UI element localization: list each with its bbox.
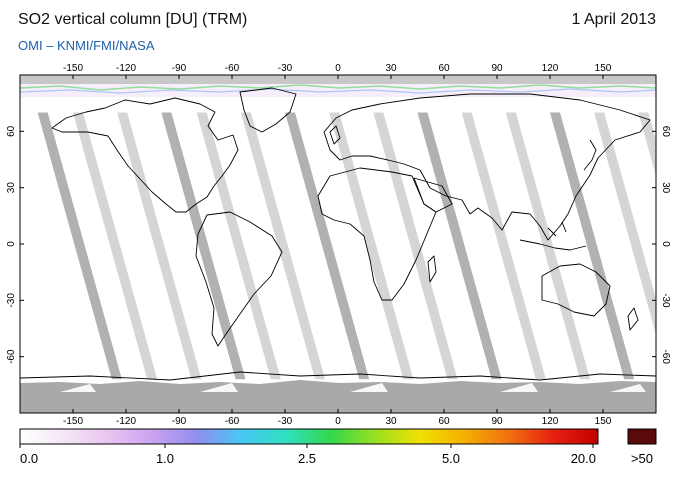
longitude-tick-label: -90 [172,63,187,74]
orbit-gap-stripe [461,112,546,380]
latitude-tick-label: 30 [660,182,671,194]
colorbar-label: 5.0 [442,451,460,466]
longitude-tick-label: -150 [63,416,83,427]
colorbar-gradient [19,428,599,445]
longitude-tick-label: 60 [438,63,450,74]
latitude-tick-label: -60 [6,349,17,364]
coastline-north-america [51,97,239,213]
longitude-tick-label: -90 [172,416,187,427]
coastline-indonesia [519,221,587,251]
longitude-tick-label: 150 [595,63,612,74]
coastline-madagascar [427,255,437,283]
latitude-tick-label: -60 [660,349,671,364]
longitude-tick-label: 90 [491,63,503,74]
latitude-tick-label: 0 [660,241,671,247]
longitude-tick-label: -30 [278,416,293,427]
orbit-gap-stripe [161,112,246,380]
arctic-nodata-strip [20,75,656,84]
coastline-new-zealand [627,307,639,331]
coastline-south-america [195,211,283,347]
colorbar-overflow-label: >50 [631,451,653,466]
latitude-tick-label: 0 [6,241,17,247]
arctic-color-noise-2 [20,88,656,94]
longitude-tick-label: 0 [335,63,341,74]
longitude-tick-label: 120 [542,416,559,427]
orbit-swath-gaps [37,112,656,380]
latitude-tick-label: 60 [6,125,17,137]
orbit-gap-stripe [73,112,158,380]
orbit-gap-stripe [37,112,122,380]
coastline-arabia [413,177,453,213]
antarctic-nodata-region [20,380,656,413]
orbit-gap-stripe [550,112,635,380]
longitude-tick-label: 30 [385,63,397,74]
coastline-eurasia [323,93,651,241]
orbit-gap-stripe [329,112,414,380]
coastline-australia [541,263,611,317]
longitude-tick-label: 30 [385,416,397,427]
longitude-tick-label: 0 [335,416,341,427]
longitude-tick-label: -150 [63,63,83,74]
latitude-tick-label: 30 [6,182,17,194]
latitude-labels-right: 60 30 0 -30 -60 [652,126,671,364]
map-date: 1 April 2013 [571,11,656,28]
orbit-gap-stripe [196,112,281,380]
colorbar-label: 2.5 [298,451,316,466]
coastline-greenland [239,87,297,133]
map-title: SO2 vertical column [DU] (TRM) [18,11,248,28]
colorbar-label: 20.0 [571,451,596,466]
colorbar: 0.0 1.0 2.5 5.0 20.0 >50 [19,428,657,466]
orbit-gap-stripe [373,112,458,380]
latitude-tick-label: 60 [660,126,671,138]
coastline-british-isles [329,125,341,145]
colorbar-overflow-swatch [627,428,657,445]
arctic-color-noise [20,84,656,91]
antarctic-white-wedges [60,383,646,392]
orbit-gap-stripe [638,112,656,177]
latitude-labels-left: 60 30 0 -30 -60 [6,125,24,364]
latitude-tick-label: -30 [660,293,671,308]
orbit-gap-stripe [117,112,202,380]
longitude-tick-label: -120 [116,416,136,427]
latitude-tick-label: -30 [6,293,17,308]
colorbar-label: 1.0 [156,451,174,466]
coastlines [20,87,656,381]
coastline-japan [583,139,597,171]
colorbar-label: 0.0 [20,451,38,466]
longitude-tick-label: -60 [225,416,240,427]
longitude-tick-label: -60 [225,63,240,74]
orbit-gap-stripe [417,112,502,380]
orbit-gap-stripe [240,112,326,380]
longitude-tick-label: -120 [116,63,136,74]
coastline-antarctica [20,371,656,381]
longitude-tick-label: 120 [542,63,559,74]
longitude-tick-label: 60 [438,416,450,427]
orbit-gap-stripe [285,112,370,380]
data-credit: OMI – KNMI/FMI/NASA [18,38,155,53]
longitude-tick-label: 90 [491,416,503,427]
longitude-tick-label: 150 [595,416,612,427]
longitude-labels-top: -150 -120 -90 -60 -30 0 30 60 90 120 150 [63,63,612,79]
coastline-africa [317,167,437,301]
longitude-tick-label: -30 [278,63,293,74]
orbit-gap-stripe [594,112,656,335]
longitude-labels-bottom: -150 -120 -90 -60 -30 0 30 60 90 120 150 [63,409,612,427]
